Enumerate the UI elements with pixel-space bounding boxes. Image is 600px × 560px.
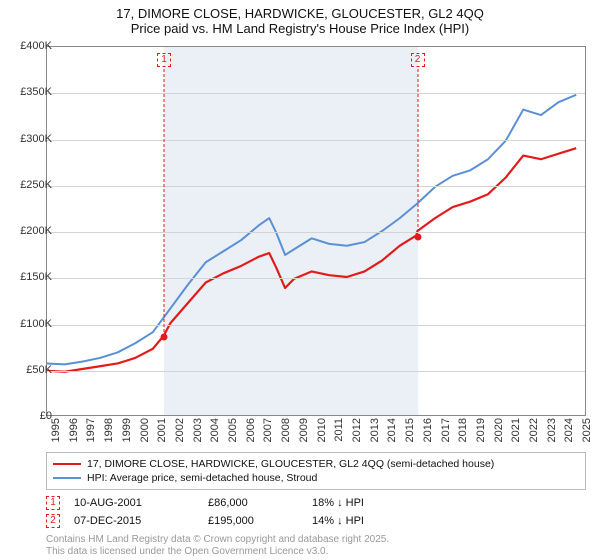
x-axis-label: 2002 [174,418,186,448]
x-axis-label: 1997 [85,418,97,448]
marker-line [417,69,418,237]
x-axis-label: 2018 [457,418,469,448]
x-axis-label: 2022 [528,418,540,448]
x-axis-label: 2020 [493,418,505,448]
x-axis-label: 1998 [103,418,115,448]
x-axis-label: 1995 [50,418,62,448]
footer-line1: Contains HM Land Registry data © Crown c… [46,534,389,546]
gridline [47,232,585,233]
x-axis-label: 2014 [386,418,398,448]
sale-row: 2 07-DEC-2015 £195,000 14% ↓ HPI [46,512,586,530]
sale-marker-2: 2 [46,514,60,528]
legend-swatch-property [53,463,81,465]
chart-container: 17, DIMORE CLOSE, HARDWICKE, GLOUCESTER,… [0,0,600,560]
x-axis-label: 2005 [227,418,239,448]
x-axis-label: 2008 [280,418,292,448]
legend-label-property: 17, DIMORE CLOSE, HARDWICKE, GLOUCESTER,… [87,458,494,470]
legend-item-hpi: HPI: Average price, semi-detached house,… [53,471,579,485]
x-axis-label: 2011 [333,418,345,448]
gridline [47,140,585,141]
sale-delta: 14% ↓ HPI [312,515,432,527]
x-axis-label: 2024 [563,418,575,448]
x-axis-label: 2000 [139,418,151,448]
legend-item-property: 17, DIMORE CLOSE, HARDWICKE, GLOUCESTER,… [53,457,579,471]
legend: 17, DIMORE CLOSE, HARDWICKE, GLOUCESTER,… [46,452,586,490]
y-axis-label: £400K [8,40,52,52]
footer-line2: This data is licensed under the Open Gov… [46,546,389,558]
series-property [47,148,576,372]
gridline [47,325,585,326]
sale-date: 10-AUG-2001 [74,497,194,509]
x-axis-label: 2003 [192,418,204,448]
x-axis-label: 2010 [316,418,328,448]
sale-delta: 18% ↓ HPI [312,497,432,509]
chart-title-line2: Price paid vs. HM Land Registry's House … [0,21,600,40]
marker-dot [414,233,421,240]
sales-table: 1 10-AUG-2001 £86,000 18% ↓ HPI 2 07-DEC… [46,494,586,530]
plot-area: 12 [46,46,586,416]
x-axis-label: 1999 [121,418,133,448]
x-axis-label: 2009 [298,418,310,448]
gridline [47,278,585,279]
y-axis-label: £200K [8,225,52,237]
sale-row: 1 10-AUG-2001 £86,000 18% ↓ HPI [46,494,586,512]
gridline [47,186,585,187]
x-axis-label: 1996 [68,418,80,448]
x-axis-label: 2021 [510,418,522,448]
x-axis-label: 2007 [262,418,274,448]
y-axis-label: £50K [8,364,52,376]
marker-line [164,69,165,337]
x-axis-label: 2019 [475,418,487,448]
y-axis-label: £150K [8,271,52,283]
y-axis-label: £350K [8,86,52,98]
footer-attribution: Contains HM Land Registry data © Crown c… [46,534,389,557]
x-axis-label: 2001 [156,418,168,448]
x-axis-label: 2016 [422,418,434,448]
sale-price: £195,000 [208,515,298,527]
gridline [47,371,585,372]
x-axis-label: 2004 [209,418,221,448]
marker-dot [161,334,168,341]
y-axis-label: £250K [8,179,52,191]
x-axis-label: 2012 [351,418,363,448]
legend-swatch-hpi [53,477,81,479]
x-axis-label: 2023 [546,418,558,448]
y-axis-label: £0 [8,410,52,422]
legend-label-hpi: HPI: Average price, semi-detached house,… [87,472,317,484]
gridline [47,93,585,94]
y-axis-label: £100K [8,318,52,330]
y-axis-label: £300K [8,133,52,145]
x-axis-label: 2013 [369,418,381,448]
marker-box: 2 [411,53,425,67]
x-axis-label: 2015 [404,418,416,448]
line-series-svg [47,47,585,415]
x-axis-label: 2006 [245,418,257,448]
sale-date: 07-DEC-2015 [74,515,194,527]
marker-box: 1 [157,53,171,67]
sale-price: £86,000 [208,497,298,509]
x-axis-label: 2025 [581,418,593,448]
chart-title-line1: 17, DIMORE CLOSE, HARDWICKE, GLOUCESTER,… [0,0,600,21]
sale-marker-1: 1 [46,496,60,510]
x-axis-label: 2017 [440,418,452,448]
